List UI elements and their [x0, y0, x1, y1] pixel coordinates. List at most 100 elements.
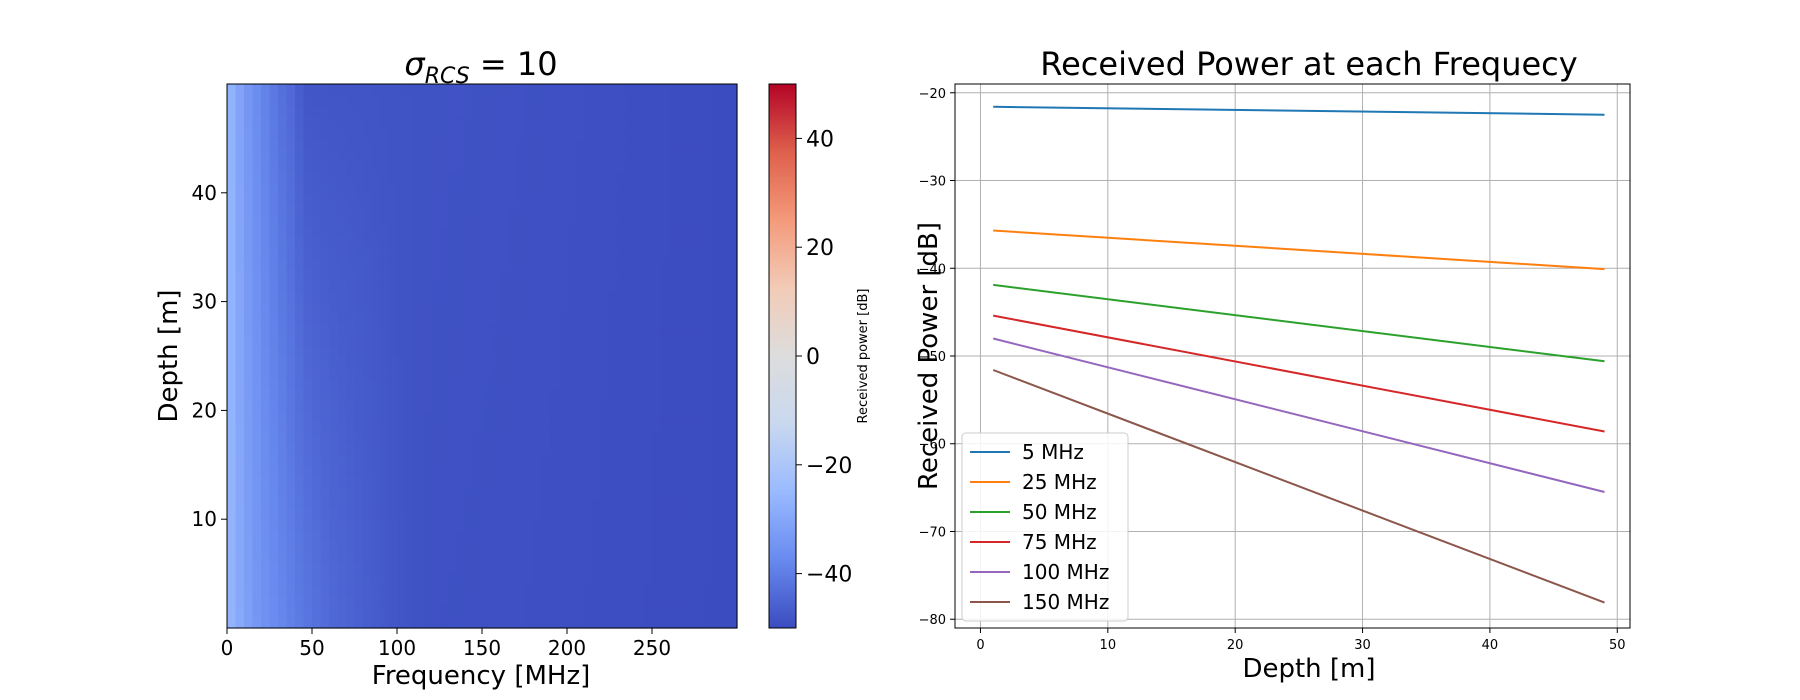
heatmap-cell [329, 192, 339, 205]
heatmap-cell [329, 606, 339, 618]
heatmap-cell [482, 171, 492, 183]
heatmap-cell [601, 519, 611, 531]
heatmap-cell [482, 192, 492, 205]
heatmap-cell [720, 171, 730, 183]
heatmap-cell [516, 519, 526, 531]
heatmap-cell [261, 443, 271, 455]
heatmap-cell [550, 530, 560, 542]
heatmap-cell [337, 551, 347, 564]
heatmap-cell [439, 225, 449, 237]
heatmap-cell [516, 127, 526, 139]
heatmap-cell [609, 236, 619, 248]
heatmap-cell [601, 171, 611, 183]
heatmap-cell [337, 573, 347, 586]
heatmap-cell [303, 377, 313, 390]
heatmap-cell [405, 94, 415, 107]
heatmap-cell [252, 356, 262, 368]
heatmap-cell [244, 290, 254, 303]
heatmap-cell [490, 486, 500, 499]
heatmap-cell [533, 464, 543, 477]
heatmap-cell [643, 573, 653, 586]
heatmap-cell [363, 464, 373, 477]
heatmap-cell [677, 94, 687, 107]
heatmap-cell [354, 279, 364, 292]
heatmap-cell [584, 366, 594, 379]
heatmap-cell [720, 486, 730, 499]
colorbar-tick-label: 40 [806, 127, 834, 152]
heatmap-cell [363, 595, 373, 607]
heatmap-cell [499, 138, 509, 150]
heatmap-cell [575, 421, 585, 433]
heatmap-cell [686, 334, 696, 346]
heatmap-cell [235, 312, 245, 324]
heatmap-cell [422, 236, 432, 248]
heatmap-cell [312, 562, 322, 575]
heatmap-cell [694, 160, 704, 172]
heatmap-cell [703, 181, 713, 194]
heatmap-cell [567, 551, 577, 564]
heatmap-cell [371, 486, 381, 499]
heatmap-cell [694, 606, 704, 618]
heatmap-cell [422, 464, 432, 477]
heatmap-cell [609, 84, 619, 96]
heatmap-cell [550, 432, 560, 444]
heatmap-cell [609, 301, 619, 314]
heatmap-cell [728, 160, 738, 172]
heatmap-cell [235, 225, 245, 237]
heatmap-cell [439, 323, 449, 335]
heatmap-cell [550, 573, 560, 586]
heatmap-cell [507, 334, 517, 346]
heatmap-cell [363, 225, 373, 237]
heatmap-cell [448, 475, 458, 488]
heatmap-x-tick-label: 200 [548, 636, 586, 660]
heatmap-cell [592, 562, 602, 575]
heatmap-cell [227, 268, 237, 281]
heatmap-cell [439, 127, 449, 139]
heatmap-cell [703, 290, 713, 303]
heatmap-cell [618, 486, 628, 499]
heatmap-cell [601, 508, 611, 520]
heatmap-cell [507, 551, 517, 564]
heatmap-cell [482, 464, 492, 477]
heatmap-cell [677, 149, 687, 161]
heatmap-cell [465, 410, 475, 422]
heatmap-cell [397, 334, 407, 346]
heatmap-cell [686, 464, 696, 477]
heatmap-cell [363, 160, 373, 172]
heatmap-cell [490, 453, 500, 466]
heatmap-cell [550, 540, 560, 553]
heatmap-cell [269, 258, 279, 270]
heatmap-cell [720, 334, 730, 346]
heatmap-cell [482, 606, 492, 618]
heatmap-cell [618, 105, 628, 118]
heatmap-cell [677, 203, 687, 216]
heatmap-cell [286, 138, 296, 150]
heatmap-cell [567, 388, 577, 401]
heatmap-cell [499, 617, 509, 629]
heatmap-cell [278, 453, 288, 466]
heatmap-cell [626, 149, 636, 161]
heatmap-cell [312, 432, 322, 444]
heatmap-cell [320, 562, 330, 575]
heatmap-cell [720, 312, 730, 324]
heatmap-cell [592, 486, 602, 499]
heatmap-cell [422, 377, 432, 390]
heatmap-cell [380, 497, 390, 509]
heatmap-cell [354, 290, 364, 303]
heatmap-cell [711, 84, 721, 96]
heatmap-cell [677, 508, 687, 520]
heatmap-cell [499, 475, 509, 488]
heatmap-cell [677, 258, 687, 270]
heatmap-cell [669, 562, 679, 575]
heatmap-cell [533, 171, 543, 183]
heatmap-cell [694, 149, 704, 161]
heatmap-cell [235, 279, 245, 292]
heatmap-cell [482, 475, 492, 488]
heatmap-cell [295, 290, 305, 303]
heatmap-cell [286, 530, 296, 542]
heatmap-cell [584, 486, 594, 499]
heatmap-cell [371, 312, 381, 324]
heatmap-cell [312, 258, 322, 270]
heatmap-cell [337, 301, 347, 314]
heatmap-cell [609, 203, 619, 216]
